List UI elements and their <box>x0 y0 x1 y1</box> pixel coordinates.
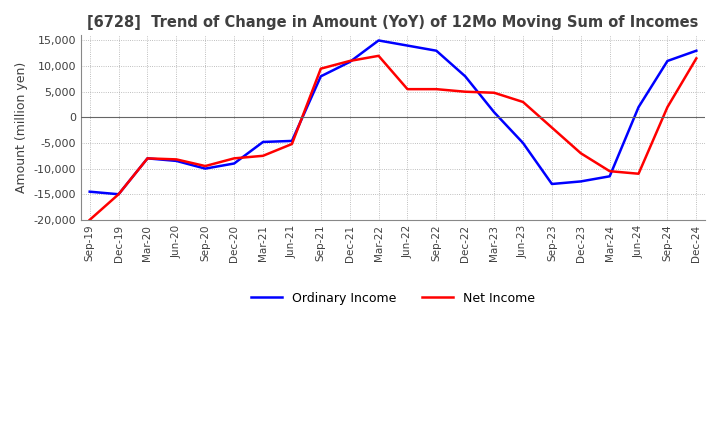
Net Income <box>518 99 527 105</box>
Net Income <box>577 150 585 156</box>
Ordinary Income <box>143 156 152 161</box>
Net Income <box>548 125 557 130</box>
Net Income <box>317 66 325 71</box>
Net Income <box>374 53 383 59</box>
Ordinary Income <box>461 74 469 79</box>
Ordinary Income <box>346 59 354 65</box>
Legend: Ordinary Income, Net Income: Ordinary Income, Net Income <box>246 286 540 310</box>
Net Income <box>663 104 672 110</box>
Net Income <box>692 56 701 61</box>
Ordinary Income <box>518 140 527 146</box>
Net Income <box>606 169 614 174</box>
Ordinary Income <box>258 139 267 145</box>
Ordinary Income <box>172 158 181 164</box>
Net Income <box>258 153 267 158</box>
Ordinary Income <box>86 189 94 194</box>
Ordinary Income <box>317 74 325 79</box>
Ordinary Income <box>287 138 296 143</box>
Ordinary Income <box>114 191 123 197</box>
Net Income <box>432 87 441 92</box>
Net Income <box>634 171 643 176</box>
Ordinary Income <box>634 104 643 110</box>
Net Income <box>490 90 498 95</box>
Net Income <box>201 163 210 169</box>
Ordinary Income <box>490 110 498 115</box>
Ordinary Income <box>577 179 585 184</box>
Ordinary Income <box>663 59 672 64</box>
Ordinary Income <box>692 48 701 53</box>
Net Income <box>143 156 152 161</box>
Line: Ordinary Income: Ordinary Income <box>90 40 696 194</box>
Ordinary Income <box>432 48 441 53</box>
Net Income <box>346 59 354 64</box>
Ordinary Income <box>374 38 383 43</box>
Net Income <box>230 156 238 161</box>
Y-axis label: Amount (million yen): Amount (million yen) <box>15 62 28 193</box>
Net Income <box>461 89 469 94</box>
Net Income <box>114 191 123 197</box>
Net Income <box>287 141 296 147</box>
Title: [6728]  Trend of Change in Amount (YoY) of 12Mo Moving Sum of Incomes: [6728] Trend of Change in Amount (YoY) o… <box>87 15 698 30</box>
Ordinary Income <box>230 161 238 166</box>
Line: Net Income: Net Income <box>90 56 696 220</box>
Ordinary Income <box>606 174 614 179</box>
Net Income <box>172 157 181 162</box>
Ordinary Income <box>548 181 557 187</box>
Net Income <box>86 217 94 223</box>
Ordinary Income <box>403 43 412 48</box>
Net Income <box>403 87 412 92</box>
Ordinary Income <box>201 166 210 171</box>
